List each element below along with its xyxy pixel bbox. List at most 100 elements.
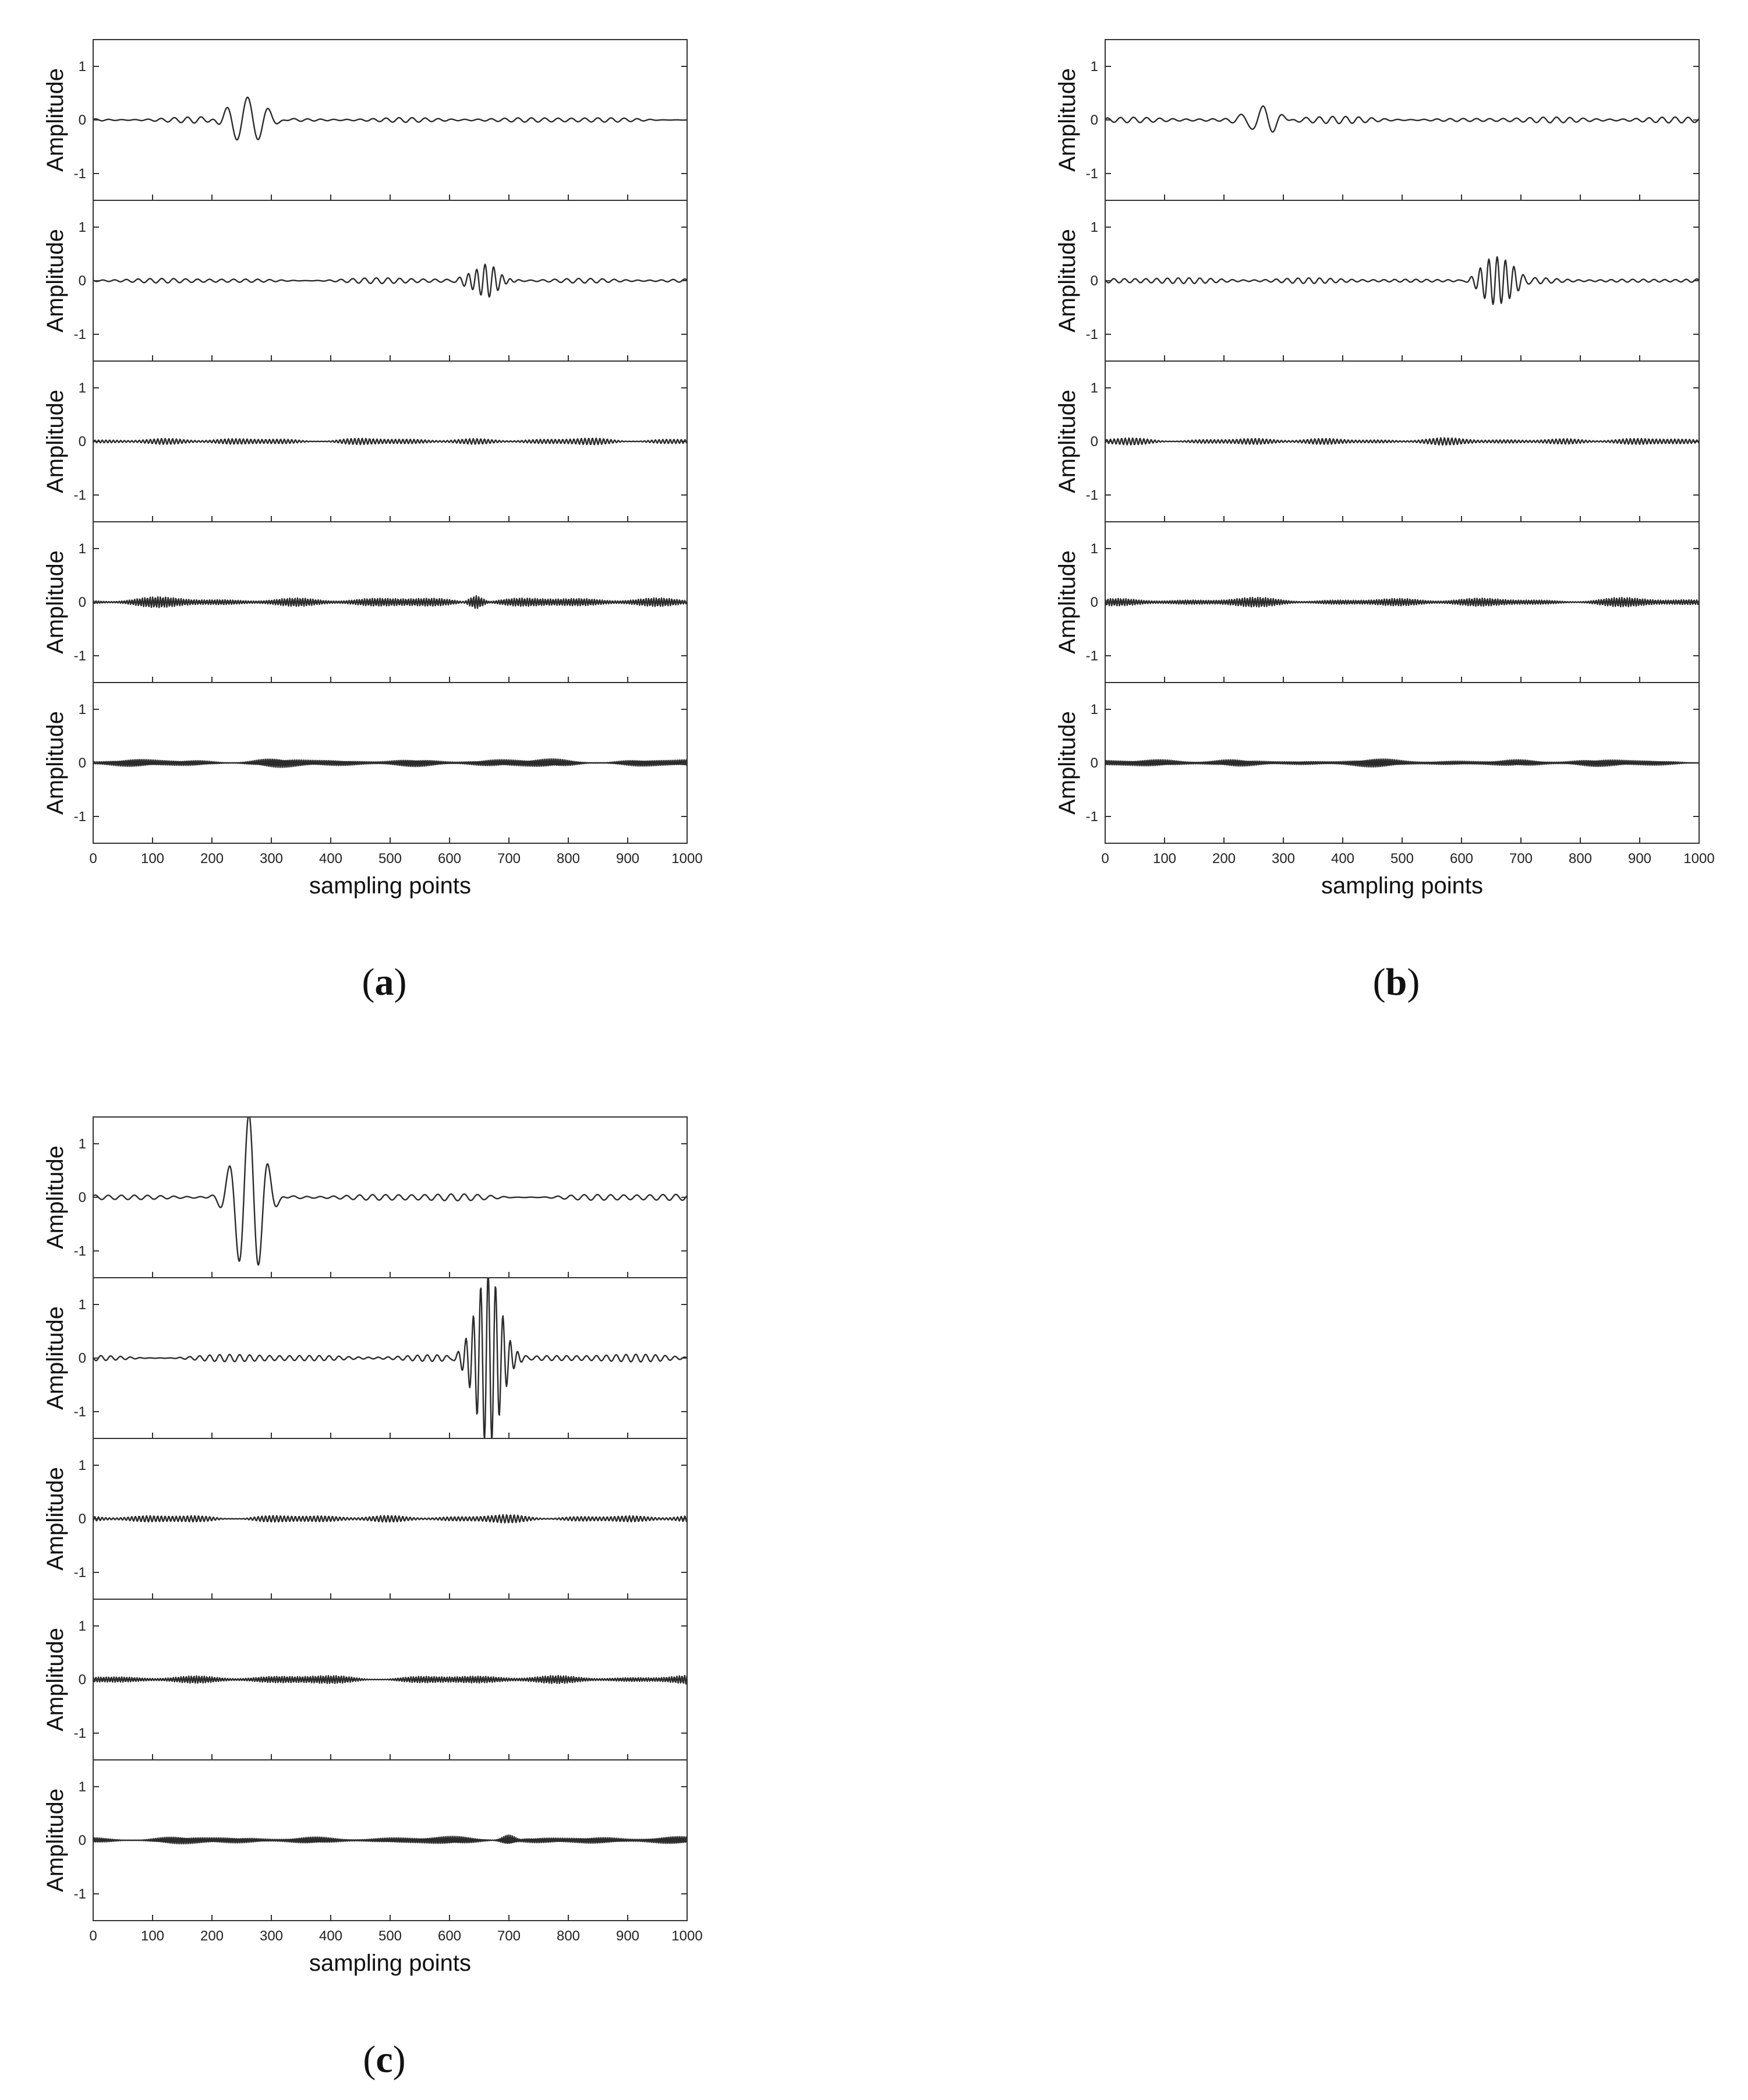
x-tick-label: 400 [319, 851, 342, 867]
chart-a: 10-1Amplitude10-1Amplitude10-1Amplitude1… [43, 39, 703, 1003]
y-tick-label: 0 [79, 273, 86, 289]
x-axis-label: sampling points [309, 873, 471, 899]
y-tick-label: -1 [74, 166, 86, 182]
y-tick-label: 1 [1091, 380, 1098, 396]
y-tick-label: 1 [79, 541, 86, 557]
y-tick-label: 1 [79, 1136, 86, 1152]
y-axis-label: Amplitude [43, 1146, 68, 1249]
subfigure-caption: (c) [363, 2038, 405, 2081]
panel-b-4: 1 0 -1 Amplitude [1055, 521, 1700, 683]
waveform-c-5 [93, 1834, 687, 1845]
x-axis-label: sampling points [1321, 873, 1483, 899]
y-tick-label: 1 [79, 1618, 86, 1634]
x-tick-label: 100 [141, 851, 164, 867]
waveform-c-3 [93, 1514, 687, 1524]
y-axis-label: Amplitude [43, 550, 68, 654]
y-tick-label: 1 [79, 59, 86, 75]
y-tick-label: 1 [79, 1458, 86, 1473]
y-tick-label: -1 [74, 1565, 86, 1581]
y-axis-label: Amplitude [1055, 711, 1080, 815]
y-axis-label: Amplitude [1055, 68, 1080, 172]
panel-b-1: 1 0 -1 Amplitude [1055, 39, 1700, 201]
y-tick-label: 1 [1091, 59, 1098, 75]
y-tick-label: 0 [79, 1672, 86, 1688]
y-tick-label: -1 [74, 809, 86, 825]
y-tick-label: 1 [79, 1297, 86, 1313]
x-tick-label: 200 [1212, 851, 1236, 867]
panel-a-1: 1 0 -1 Amplitude [43, 39, 688, 201]
y-axis-label: Amplitude [43, 711, 68, 815]
x-tick-label: 300 [260, 1928, 283, 1944]
waveform-a-3 [93, 437, 687, 446]
x-axis-label: sampling points [309, 1950, 471, 1976]
panel-a-4: 1 0 -1 Amplitude [43, 521, 688, 683]
x-tick-label: 200 [200, 851, 224, 867]
y-axis-label: Amplitude [43, 1628, 68, 1731]
subfigure-caption: (a) [362, 961, 407, 1003]
subfigure-caption: (b) [1373, 961, 1420, 1003]
panel-b-5: 1 0 -1 Amplitude [1055, 682, 1700, 844]
y-axis-label: Amplitude [43, 1467, 68, 1571]
x-tick-label: 1000 [671, 1928, 702, 1944]
y-tick-label: 0 [79, 1511, 86, 1527]
waveform-b-5 [1105, 758, 1699, 768]
y-tick-label: -1 [1086, 487, 1098, 503]
y-tick-label: -1 [74, 1404, 86, 1420]
x-tick-label: 800 [557, 1928, 580, 1944]
x-tick-label: 700 [1509, 851, 1533, 867]
x-tick-label: 500 [1390, 851, 1414, 867]
x-tick-label: 900 [1628, 851, 1651, 867]
panel-a-2: 1 0 -1 Amplitude [43, 200, 688, 362]
x-tick-label: 800 [1569, 851, 1592, 867]
panel-c-4: 1 0 -1 Amplitude [43, 1599, 688, 1760]
y-tick-label: 0 [79, 755, 86, 771]
y-tick-label: 0 [1091, 112, 1098, 128]
panel-c-1: 1 0 -1 Amplitude [43, 1116, 688, 1278]
panel-b-2: 1 0 -1 Amplitude [1055, 200, 1700, 362]
x-tick-label: 0 [89, 1928, 97, 1944]
waveform-c-4 [93, 1674, 687, 1685]
waveform-c-2 [93, 1278, 687, 1438]
x-tick-label: 400 [1331, 851, 1354, 867]
y-tick-label: 0 [1091, 595, 1098, 610]
y-tick-label: 0 [79, 1833, 86, 1848]
y-tick-label: -1 [74, 327, 86, 342]
x-tick-label: 200 [200, 1928, 224, 1944]
waveform-a-2 [93, 263, 687, 298]
panel-a-3: 1 0 -1 Amplitude [43, 360, 688, 522]
y-tick-label: 0 [1091, 273, 1098, 289]
x-tick-label: 0 [89, 851, 97, 867]
panel-c-5: 1 0 -1 Amplitude [43, 1759, 688, 1921]
y-tick-label: 0 [1091, 434, 1098, 450]
y-axis-label: Amplitude [1055, 390, 1080, 493]
x-tick-label: 800 [557, 851, 580, 867]
y-tick-label: -1 [74, 487, 86, 503]
x-tick-label: 500 [378, 1928, 402, 1944]
y-axis-label: Amplitude [1055, 550, 1080, 654]
y-tick-label: 1 [79, 220, 86, 235]
waveform-a-5 [93, 758, 687, 768]
x-tick-label: 1000 [1683, 851, 1714, 867]
x-tick-label: 700 [497, 851, 521, 867]
chart-b: 10-1Amplitude10-1Amplitude10-1Amplitude1… [1055, 39, 1715, 1003]
waveform-a-1 [93, 96, 687, 141]
y-axis-label: Amplitude [43, 1306, 68, 1410]
y-tick-label: -1 [1086, 648, 1098, 664]
y-tick-label: 1 [79, 380, 86, 396]
x-tick-label: 400 [319, 1928, 342, 1944]
chart-c: 10-1Amplitude10-1Amplitude10-1Amplitude1… [43, 1116, 703, 2081]
y-tick-label: 0 [1091, 755, 1098, 771]
waveform-c-1 [93, 1117, 687, 1266]
y-tick-label: -1 [74, 1243, 86, 1259]
x-tick-label: 100 [141, 1928, 164, 1944]
y-tick-label: -1 [74, 1726, 86, 1741]
y-axis-label: Amplitude [43, 1788, 68, 1892]
x-tick-label: 900 [616, 851, 639, 867]
waveform-b-3 [1105, 437, 1699, 446]
panel-c-2: 1 0 -1 Amplitude [43, 1277, 688, 1439]
y-tick-label: -1 [74, 1886, 86, 1902]
y-axis-label: Amplitude [43, 68, 68, 172]
panel-b-3: 1 0 -1 Amplitude [1055, 360, 1700, 522]
x-tick-label: 100 [1153, 851, 1176, 867]
